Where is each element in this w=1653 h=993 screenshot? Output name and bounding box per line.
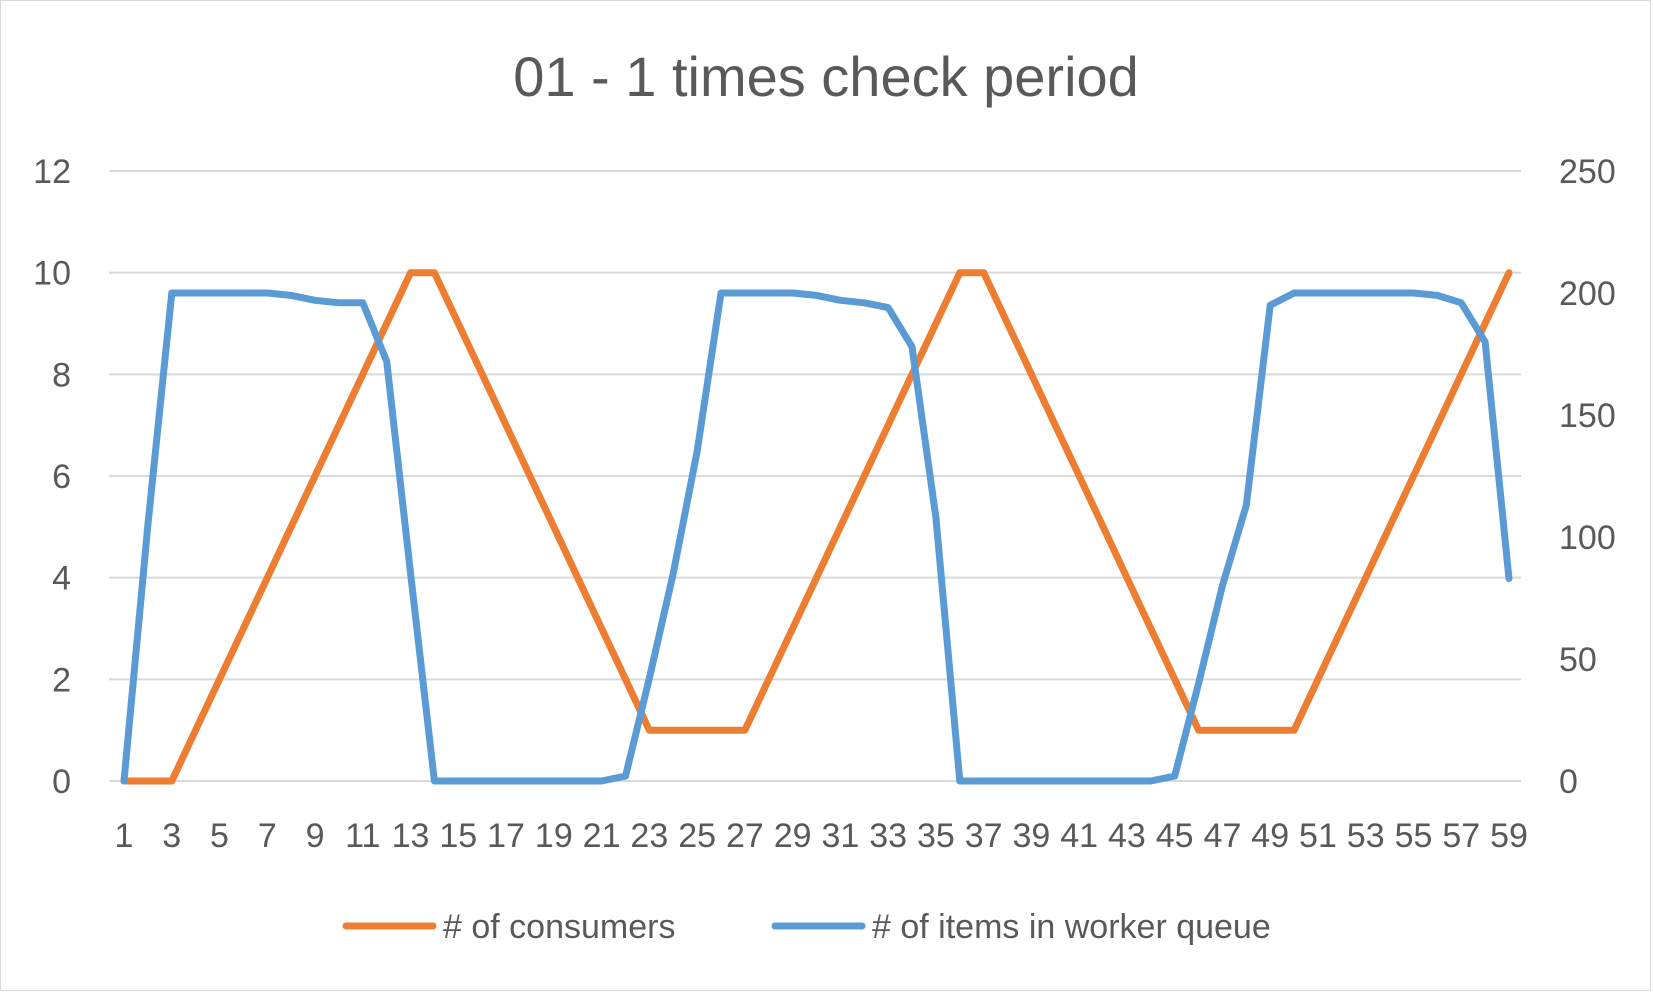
- x-tick-label: 31: [821, 817, 859, 855]
- left-tick-label: 8: [52, 356, 71, 394]
- x-tick-label: 47: [1204, 817, 1242, 855]
- x-tick-label: 15: [439, 817, 477, 855]
- x-tick-label: 59: [1490, 817, 1528, 855]
- x-tick-label: 45: [1156, 817, 1194, 855]
- x-tick-label: 57: [1442, 817, 1480, 855]
- x-tick-label: 21: [583, 817, 621, 855]
- x-tick-label: 27: [726, 817, 764, 855]
- x-tick-label: 17: [487, 817, 525, 855]
- right-y-axis: 0 50 100 150 200 250: [1559, 153, 1616, 801]
- right-tick-label: 100: [1559, 519, 1616, 557]
- x-tick-label: 9: [306, 817, 325, 855]
- legend-label: # of consumers: [443, 908, 675, 946]
- left-tick-label: 10: [33, 255, 71, 293]
- x-tick-label: 7: [258, 817, 277, 855]
- x-tick-label: 39: [1012, 817, 1050, 855]
- right-tick-label: 250: [1559, 153, 1616, 191]
- x-tick-label: 51: [1299, 817, 1337, 855]
- x-tick-label: 5: [210, 817, 229, 855]
- x-tick-label: 3: [162, 817, 181, 855]
- x-tick-label: 19: [535, 817, 573, 855]
- series-line-worker-queue-items: [120, 289, 1513, 785]
- x-tick-label: 25: [678, 817, 716, 855]
- right-tick-label: 150: [1559, 397, 1616, 435]
- x-axis: 1 3 5 7 9 11 13 15 17 19 21 23 25 27 29 31 33 35 37 39 41 43 4…: [115, 817, 1528, 855]
- x-tick-label: 11: [345, 817, 380, 855]
- series-line-consumers: [120, 269, 1513, 785]
- x-tick-label: 1: [115, 817, 134, 855]
- left-tick-label: 2: [52, 661, 71, 699]
- x-tick-label: 13: [392, 817, 430, 855]
- x-tick-label: 35: [917, 817, 955, 855]
- x-tick-label: 33: [869, 817, 907, 855]
- x-tick-label: 37: [965, 817, 1003, 855]
- x-tick-label: 43: [1108, 817, 1146, 855]
- right-tick-label: 50: [1559, 641, 1597, 679]
- grid-lines: [109, 170, 1521, 782]
- x-tick-label: 23: [630, 817, 668, 855]
- right-tick-label: 0: [1559, 763, 1578, 801]
- series-lines: [120, 269, 1513, 785]
- x-tick-label: 49: [1251, 817, 1289, 855]
- x-tick-label: 53: [1347, 817, 1385, 855]
- legend-label: # of items in worker queue: [872, 908, 1271, 946]
- left-tick-label: 12: [33, 153, 71, 191]
- x-tick-label: 55: [1395, 817, 1433, 855]
- right-tick-label: 200: [1559, 275, 1616, 313]
- chart-title: 01 - 1 times check period: [513, 45, 1139, 108]
- left-tick-label: 4: [52, 560, 71, 598]
- x-tick-label: 41: [1060, 817, 1098, 855]
- left-tick-label: 6: [52, 458, 71, 496]
- left-y-axis: 0 2 4 6 8 10 12: [33, 153, 71, 801]
- x-tick-label: 29: [774, 817, 812, 855]
- left-tick-label: 0: [52, 763, 71, 801]
- legend: # of consumers # of items in worker queue: [342, 908, 1271, 946]
